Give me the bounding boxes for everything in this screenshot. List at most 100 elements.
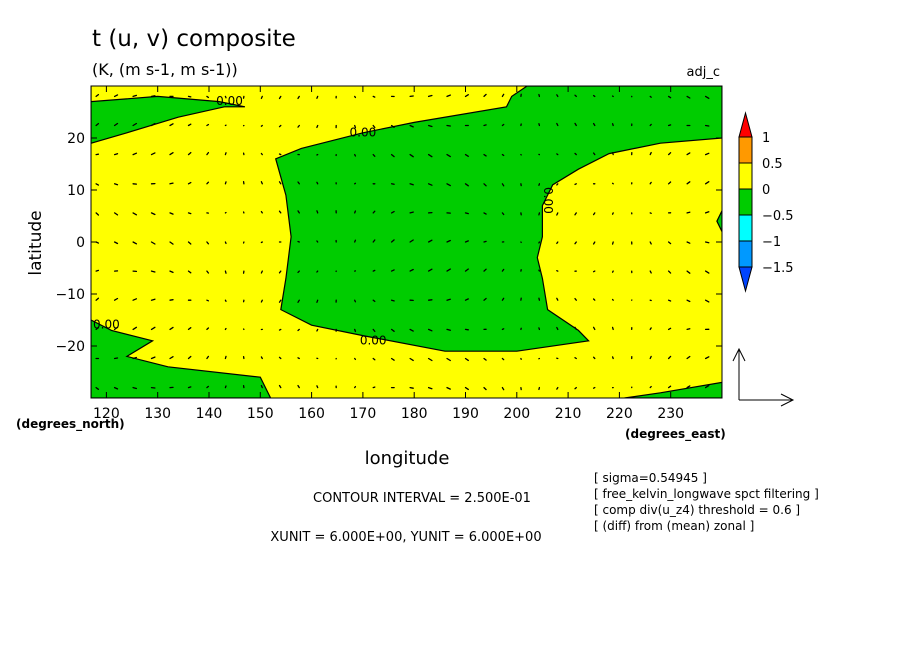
wind-vector bbox=[483, 297, 487, 301]
wind-vector bbox=[187, 181, 192, 185]
colorbar: 1 0.5 0 −0.5 −1 −1.5 bbox=[738, 111, 794, 293]
wind-vector bbox=[95, 327, 100, 331]
wind-vector bbox=[95, 93, 100, 98]
y-tick-label: 10 bbox=[67, 183, 85, 199]
wind-vector bbox=[132, 122, 138, 127]
wind-vector bbox=[574, 297, 577, 301]
wind-vector bbox=[409, 386, 414, 389]
contour-interval-text: CONTOUR INTERVAL = 2.500E-01 bbox=[313, 491, 531, 506]
wind-vector bbox=[592, 298, 596, 301]
wind-vector bbox=[260, 270, 263, 274]
wind-vector bbox=[95, 183, 100, 186]
wind-vector bbox=[446, 357, 451, 362]
wind-vector bbox=[704, 270, 710, 274]
note-line-2: [ free_kelvin_longwave spct filtering ] bbox=[594, 487, 819, 501]
wind-vector bbox=[592, 326, 596, 331]
wind-vector bbox=[427, 386, 433, 390]
colorbar-label: 0 bbox=[762, 183, 770, 198]
contour-line bbox=[624, 381, 722, 398]
wind-vector bbox=[390, 239, 395, 243]
wind-vector bbox=[409, 183, 414, 186]
wind-vector bbox=[538, 241, 541, 244]
wind-vector bbox=[464, 268, 469, 272]
wind-vector bbox=[390, 299, 395, 302]
wind-vector bbox=[354, 385, 357, 389]
wind-vector bbox=[224, 355, 227, 360]
wind-vector bbox=[150, 152, 156, 156]
wind-vector bbox=[592, 152, 596, 156]
wind-vector bbox=[649, 327, 652, 331]
wind-vector bbox=[483, 268, 487, 272]
wind-vector bbox=[224, 95, 227, 99]
wind-vector bbox=[649, 151, 652, 156]
colorbar-label: −1 bbox=[762, 235, 781, 250]
wind-vector bbox=[611, 152, 614, 156]
wind-vector bbox=[704, 152, 710, 156]
wind-vector bbox=[501, 328, 505, 331]
wind-vector bbox=[113, 94, 119, 98]
x-tick-label: 190 bbox=[452, 406, 479, 422]
x-tick-label: 200 bbox=[503, 406, 530, 422]
y-tick-label: 20 bbox=[67, 131, 85, 147]
colorbar-swatch bbox=[738, 214, 753, 242]
wind-vector bbox=[354, 95, 357, 99]
wind-vector bbox=[501, 212, 505, 216]
wind-vector bbox=[427, 357, 433, 362]
wind-vector bbox=[686, 152, 691, 156]
wind-vector bbox=[574, 212, 577, 216]
x-tick-label: 180 bbox=[401, 406, 428, 422]
y-axis-label: latitude bbox=[26, 210, 46, 275]
wind-vector bbox=[95, 212, 100, 216]
wind-vector bbox=[556, 153, 559, 156]
wind-vector bbox=[132, 326, 138, 331]
contour-label: 0.00 bbox=[541, 187, 555, 214]
wind-vector bbox=[556, 122, 559, 127]
wind-vector bbox=[169, 152, 174, 156]
wind-vector bbox=[297, 181, 300, 185]
contour-line bbox=[716, 210, 722, 232]
wind-vector bbox=[113, 212, 119, 216]
wind-vector bbox=[278, 299, 282, 303]
wind-vector bbox=[574, 357, 577, 360]
negative-region-central bbox=[275, 86, 722, 352]
wind-vector bbox=[372, 357, 376, 361]
colorbar-label: 1 bbox=[762, 131, 770, 146]
wind-vector bbox=[187, 212, 192, 215]
wind-vector bbox=[538, 123, 541, 127]
wind-vector bbox=[649, 270, 652, 274]
wind-vector bbox=[354, 239, 357, 243]
wind-vector bbox=[501, 268, 505, 272]
wind-vector bbox=[390, 357, 395, 361]
wind-vector bbox=[611, 212, 614, 215]
wind-vector bbox=[574, 183, 577, 186]
wind-vector bbox=[409, 239, 414, 243]
wind-vector bbox=[354, 328, 357, 333]
wind-vector bbox=[150, 356, 156, 360]
y-tick-label: −20 bbox=[55, 339, 85, 355]
wind-vector bbox=[483, 93, 487, 98]
wind-vector bbox=[390, 269, 395, 272]
wind-vector bbox=[132, 94, 138, 98]
wind-vector bbox=[390, 124, 395, 128]
x-tick-label: 170 bbox=[350, 406, 377, 422]
wind-vector bbox=[187, 123, 192, 127]
wind-vector bbox=[483, 357, 487, 361]
wind-vector bbox=[574, 94, 577, 98]
wind-vector bbox=[150, 326, 156, 331]
wind-vector bbox=[556, 183, 559, 186]
negative-regions bbox=[91, 86, 722, 398]
y-tick-label: 0 bbox=[76, 235, 85, 251]
wind-vector bbox=[464, 240, 469, 243]
colorbar-min-arrow bbox=[738, 266, 753, 293]
wind-vector bbox=[464, 212, 469, 215]
wind-vector bbox=[390, 210, 395, 214]
wind-vector bbox=[354, 357, 357, 361]
x-tick-label: 150 bbox=[247, 406, 274, 422]
wind-vector bbox=[686, 270, 691, 274]
x-axis-ticks: 120 130 140 150 160 170 180 190 200 210 220 230 bbox=[93, 86, 684, 422]
wind-vector bbox=[556, 241, 559, 245]
wind-vector bbox=[132, 212, 138, 216]
wind-vector bbox=[316, 181, 319, 185]
negative-region-northwest bbox=[91, 86, 245, 144]
